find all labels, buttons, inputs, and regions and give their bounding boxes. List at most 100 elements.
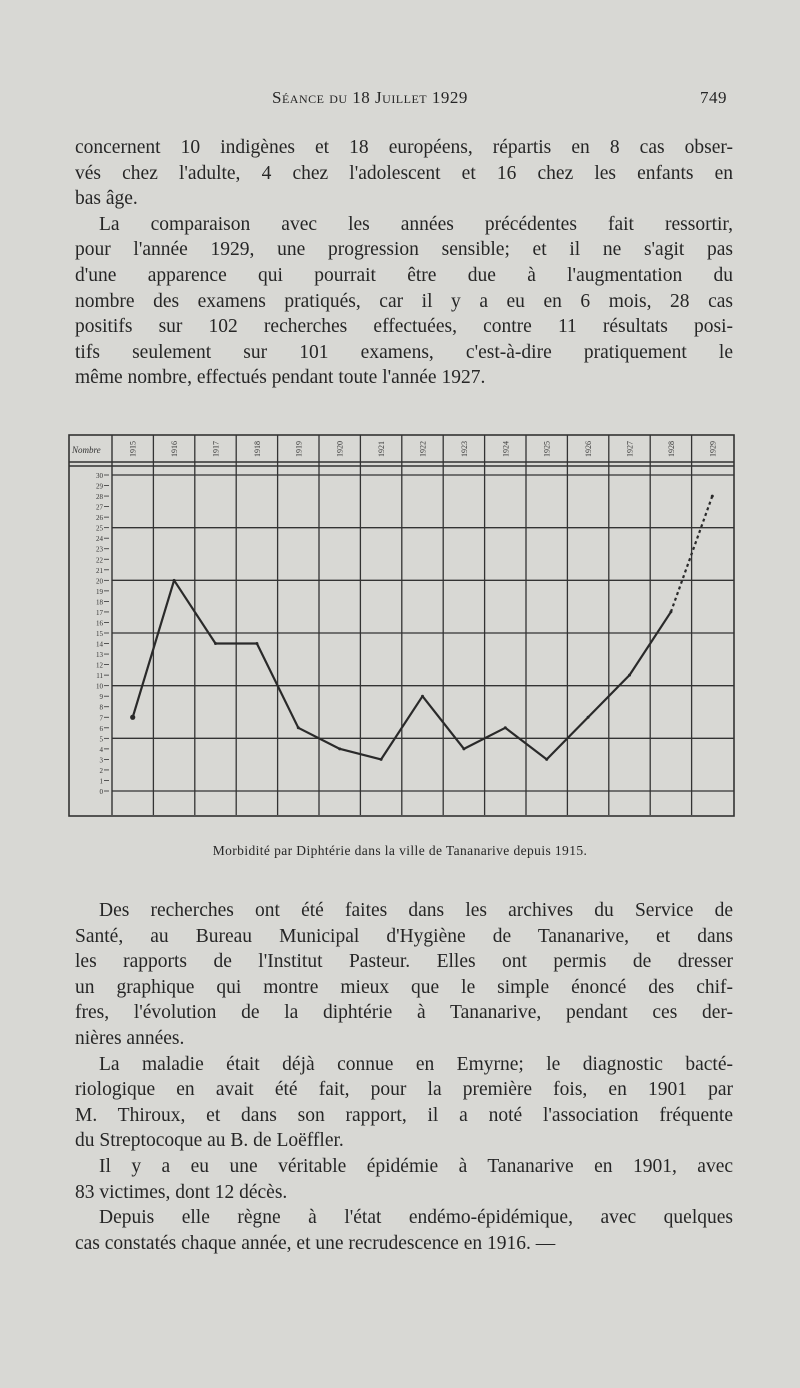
- data-point-1929: [710, 494, 714, 498]
- data-point-1918: [255, 642, 259, 646]
- series-segment: [173, 579, 217, 645]
- series-segment: [421, 695, 465, 750]
- y-tick-label: 21: [96, 567, 104, 575]
- y-tick-label: 26: [96, 514, 104, 522]
- figure-caption: Morbidité par Diphtérie dans la ville de…: [212, 843, 588, 858]
- data-point-1919: [296, 726, 300, 730]
- series-segment: [380, 695, 424, 761]
- x-tick-label: 1915: [129, 441, 138, 457]
- x-tick-label: 1921: [377, 441, 386, 457]
- series-segment: [545, 716, 589, 761]
- text-line: cas constatés chaque année, et une recru…: [75, 1232, 556, 1254]
- text-block-top: concernent 10 indigènes et 18 européens,…: [75, 135, 733, 391]
- y-axis-label: Nombre: [71, 445, 101, 455]
- data-point-1922: [421, 694, 424, 698]
- y-tick-label: 20: [96, 577, 104, 585]
- text-line: pour l'année 1929, une progression sensi…: [75, 239, 733, 261]
- paragraph: Depuis elle règne à l'état endémo-épidém…: [75, 1205, 733, 1256]
- text-line: nières années.: [75, 1027, 185, 1049]
- y-tick-label: 14: [96, 641, 104, 649]
- y-tick-label: 0: [100, 788, 104, 796]
- y-tick-label: 18: [96, 598, 104, 606]
- y-tick-label: 6: [100, 725, 104, 733]
- y-tick-label: 11: [96, 672, 103, 680]
- y-tick-label: 7: [100, 714, 104, 722]
- text-line: Depuis elle règne à l'état endémo-épidém…: [99, 1207, 733, 1229]
- y-tick-label: 17: [96, 609, 104, 617]
- y-tick-label: 2: [100, 767, 104, 775]
- text-line: positifs sur 102 recherches effectuées, …: [75, 316, 733, 338]
- y-tick-label: 22: [96, 556, 104, 564]
- x-tick-label: 1922: [419, 441, 428, 457]
- y-tick-label: 10: [96, 683, 104, 691]
- y-tick-label: 5: [100, 735, 104, 743]
- data-point-1917: [214, 642, 217, 646]
- text-line: du Streptocoque au B. de Loëffler.: [75, 1130, 344, 1152]
- y-tick-label: 16: [96, 619, 104, 627]
- x-tick-label: 1928: [667, 441, 676, 457]
- paragraph: La maladie était déjà connue en Emyrne; …: [75, 1052, 733, 1154]
- text-line: tifs seulement sur 101 examens, c'est-à-…: [75, 341, 733, 363]
- x-tick-label: 1927: [626, 441, 635, 457]
- y-tick-label: 19: [96, 588, 104, 596]
- data-point-1921: [379, 757, 383, 761]
- text-line: Des recherches ont été faites dans les a…: [99, 900, 733, 921]
- paragraph: Il y a eu une véritable épidémie à Tanan…: [75, 1154, 733, 1205]
- text-line: Il y a eu une véritable épidémie à Tanan…: [99, 1155, 733, 1177]
- y-tick-label: 30: [96, 472, 104, 480]
- text-line: les rapports de l'Institut Pasteur. Elle…: [75, 951, 733, 973]
- series-segment: [297, 726, 341, 750]
- series-segment-dotted: [669, 495, 714, 613]
- x-tick-label: 1920: [336, 441, 345, 457]
- paragraph: concernent 10 indigènes et 18 européens,…: [75, 135, 733, 212]
- running-title: Séance du 18 Juillet 1929: [272, 88, 468, 107]
- data-point-1916: [172, 578, 176, 582]
- x-tick-label: 1916: [170, 441, 179, 457]
- running-header: Séance du 18 Juillet 1929 749: [0, 88, 800, 112]
- text-line: Santé, au Bureau Municipal d'Hygiène de …: [75, 925, 733, 947]
- y-tick-label: 1: [100, 777, 104, 785]
- x-tick-label: 1925: [543, 441, 552, 457]
- y-tick-label: 25: [96, 525, 104, 533]
- data-point-1926: [586, 715, 590, 719]
- text-line: M. Thiroux, et dans son rapport, il a no…: [75, 1104, 733, 1126]
- x-tick-label: 1923: [460, 441, 469, 457]
- text-line: vés chez l'adulte, 4 chez l'adolescent e…: [75, 162, 733, 184]
- series-segment: [463, 726, 506, 750]
- x-tick-label: 1924: [501, 441, 510, 457]
- text-line: La comparaison avec les années précédent…: [99, 213, 733, 235]
- x-tick-label: 1929: [708, 441, 717, 457]
- text-line: fres, l'évolution de la diphtérie à Tana…: [75, 1002, 733, 1024]
- y-tick-label: 24: [96, 535, 104, 543]
- text-line: même nombre, effectués pendant toute l'a…: [75, 367, 486, 389]
- text-line: La maladie était déjà connue en Emyrne; …: [99, 1053, 733, 1075]
- y-tick-label: 12: [96, 662, 104, 670]
- data-point-1923: [462, 747, 466, 751]
- x-tick-label: 1926: [584, 441, 593, 457]
- y-tick-label: 29: [96, 483, 104, 491]
- y-tick-label: 8: [100, 704, 104, 712]
- text-line: riologique en avait été fait, pour la pr…: [75, 1079, 733, 1101]
- text-line: bas âge.: [75, 188, 138, 210]
- y-tick-label: 15: [96, 630, 104, 638]
- series-segment: [628, 611, 672, 676]
- y-tick-label: 27: [96, 504, 104, 512]
- text-line: un graphique qui montre mieux que le sim…: [75, 976, 733, 998]
- y-tick-label: 4: [100, 746, 104, 754]
- text-block-bottom: Des recherches ont été faites dans les a…: [75, 898, 733, 1256]
- x-tick-label: 1919: [294, 441, 303, 457]
- diphtheria-chart: Nombre 1915 1916 1917 1918 1919 1920 1921 1922 19…: [68, 434, 735, 817]
- text-line: 83 victimes, dont 12 décès.: [75, 1181, 288, 1203]
- text-line: d'une apparence qui pourrait être due à …: [75, 264, 733, 286]
- series-segment: [131, 580, 176, 718]
- data-point-1924: [503, 726, 507, 730]
- paragraph: La comparaison avec les années précédent…: [75, 212, 733, 391]
- series-segment: [255, 643, 300, 729]
- x-tick-label: 1917: [212, 441, 221, 457]
- y-tick-label: 23: [96, 546, 104, 554]
- paragraph: Des recherches ont été faites dans les a…: [75, 898, 733, 1052]
- y-tick-label: 28: [96, 493, 104, 501]
- series-segment: [587, 674, 631, 719]
- data-point-1928: [669, 610, 673, 614]
- data-point-1925: [545, 757, 549, 761]
